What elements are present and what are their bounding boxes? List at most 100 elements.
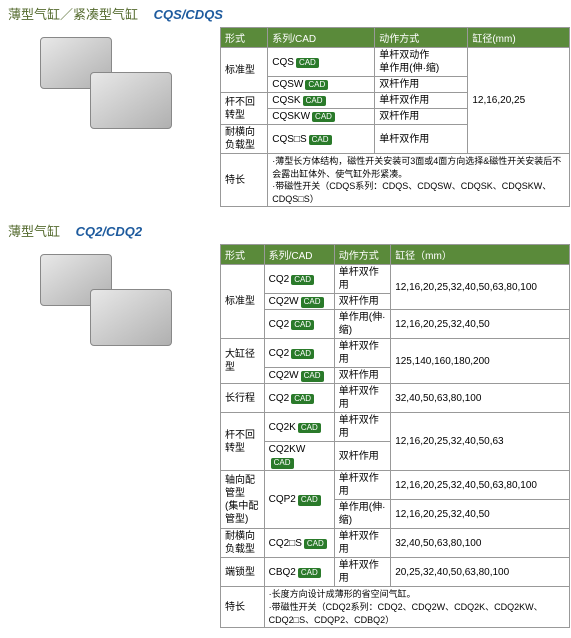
title-bar: 薄型气缸 CQ2/CDQ2 <box>0 217 571 244</box>
cad-badge[interactable]: CAD <box>291 349 314 359</box>
th-action: 动作方式 <box>375 28 468 48</box>
cell-bore: 12,16,20,25,32,40,50,63 <box>391 413 570 471</box>
cell-series: CQP2CAD <box>264 471 334 529</box>
cad-badge[interactable]: CAD <box>301 371 324 381</box>
cell-bore: 12,16,20,25,32,40,50,63,80,100 <box>391 471 570 500</box>
cell-action: 双杆作用 <box>334 294 390 310</box>
table-row: 端锁型 CBQ2CAD 单杆双作用 20,25,32,40,50,63,80,1… <box>221 558 570 587</box>
cell-series: CQ2KW CAD <box>264 442 334 471</box>
series-link[interactable]: CQ2 <box>269 274 290 285</box>
cad-badge[interactable]: CAD <box>309 135 332 145</box>
title-bar: 薄型气缸／紧凑型气缸 CQS/CDQS <box>0 0 571 27</box>
cad-badge[interactable]: CAD <box>303 96 326 106</box>
cell-type: 端锁型 <box>221 558 265 587</box>
cad-badge[interactable]: CAD <box>301 297 324 307</box>
feature-label: 特长 <box>221 154 268 207</box>
feature-row: 特长 ·长度方向设计成薄形的省空间气缸。 ·带磁性开关（CDQ2系列：CDQ2、… <box>221 587 570 628</box>
cell-type: 杆不回转型 <box>221 93 268 125</box>
product-image-cq2 <box>0 244 220 424</box>
series-link[interactable]: CQ2W <box>269 296 299 307</box>
cell-series: CQSWCAD <box>268 77 375 93</box>
series-link[interactable]: CQ2 <box>269 348 290 359</box>
th-action: 动作方式 <box>334 245 390 265</box>
cad-badge[interactable]: CAD <box>298 568 321 578</box>
series-link[interactable]: CQ2 <box>269 393 290 404</box>
cell-series: CQ2WCAD <box>264 368 334 384</box>
cad-badge[interactable]: CAD <box>291 275 314 285</box>
product-image-cqs <box>0 27 220 147</box>
cell-bore: 12,16,20,25 <box>468 48 570 154</box>
th-series: 系列/CAD <box>264 245 334 265</box>
spec-table-cqs: 形式 系列/CAD 动作方式 缸径(mm) 标准型 CQSCAD 单杆双动作 单… <box>220 27 570 207</box>
series-link[interactable]: CQS <box>272 57 294 68</box>
cell-series: CQ2CAD <box>264 310 334 339</box>
cell-action: 单杆双作用 <box>334 558 390 587</box>
cell-bore: 125,140,160,180,200 <box>391 339 570 384</box>
cell-series: CQ2CAD <box>264 265 334 294</box>
cell-bore: 12,16,20,25,32,40,50 <box>391 500 570 529</box>
cad-badge[interactable]: CAD <box>291 320 314 330</box>
cell-series: CQSKCAD <box>268 93 375 109</box>
cell-action: 双杆作用 <box>375 109 468 125</box>
cell-bore: 32,40,50,63,80,100 <box>391 529 570 558</box>
cell-action: 双杆作用 <box>334 368 390 384</box>
cell-type: 耐横向负载型 <box>221 529 265 558</box>
cad-badge[interactable]: CAD <box>298 495 321 505</box>
cad-badge[interactable]: CAD <box>298 423 321 433</box>
cell-action: 单作用(伸·缩) <box>334 310 390 339</box>
th-type: 形式 <box>221 28 268 48</box>
cad-badge[interactable]: CAD <box>312 112 335 122</box>
series-link[interactable]: CQP2 <box>269 494 296 505</box>
cell-series: CQ2CAD <box>264 339 334 368</box>
th-bore: 缸径(mm) <box>468 28 570 48</box>
title-cn: 薄型气缸／紧凑型气缸 <box>8 7 138 22</box>
cell-series: CBQ2CAD <box>264 558 334 587</box>
series-link[interactable]: CQ2 <box>269 319 290 330</box>
cell-type: 标准型 <box>221 265 265 339</box>
cell-bore: 20,25,32,40,50,63,80,100 <box>391 558 570 587</box>
feature-text: ·长度方向设计成薄形的省空间气缸。 ·带磁性开关（CDQ2系列：CDQ2、CDQ… <box>264 587 569 628</box>
title-model: CQ2/CDQ2 <box>76 224 142 239</box>
cell-action: 单杆双作用 <box>334 265 390 294</box>
cell-series: CQ2CAD <box>264 384 334 413</box>
series-link[interactable]: CQ2KW <box>269 444 306 455</box>
cell-series: CQSKWCAD <box>268 109 375 125</box>
th-bore: 缸径（mm） <box>391 245 570 265</box>
series-link[interactable]: CQSKW <box>272 111 310 122</box>
th-series: 系列/CAD <box>268 28 375 48</box>
series-link[interactable]: CQ2K <box>269 422 296 433</box>
cell-type: 长行程 <box>221 384 265 413</box>
cell-action: 单杆双动作 单作用(伸·缩) <box>375 48 468 77</box>
cell-type: 标准型 <box>221 48 268 93</box>
cad-badge[interactable]: CAD <box>305 80 328 90</box>
cell-action: 单作用(伸·缩) <box>334 500 390 529</box>
cell-series: CQ2□SCAD <box>264 529 334 558</box>
cell-type: 大缸径型 <box>221 339 265 384</box>
series-link[interactable]: CQSW <box>272 79 303 90</box>
cad-badge[interactable]: CAD <box>291 394 314 404</box>
cell-action: 单杆双作用 <box>334 339 390 368</box>
series-link[interactable]: CQSK <box>272 95 300 106</box>
title-model: CQS/CDQS <box>154 7 223 22</box>
feature-label: 特长 <box>221 587 265 628</box>
cell-action: 双杆作用 <box>334 442 390 471</box>
cell-bore: 12,16,20,25,32,40,50 <box>391 310 570 339</box>
series-link[interactable]: CQ2□S <box>269 538 302 549</box>
cell-action: 单杆双作用 <box>334 413 390 442</box>
table-row: 大缸径型 CQ2CAD 单杆双作用 125,140,160,180,200 <box>221 339 570 368</box>
spec-table-cq2: 形式 系列/CAD 动作方式 缸径（mm） 标准型 CQ2CAD 单杆双作用 1… <box>220 244 570 628</box>
series-link[interactable]: CBQ2 <box>269 567 296 578</box>
table-row: 标准型 CQ2CAD 单杆双作用 12,16,20,25,32,40,50,63… <box>221 265 570 294</box>
cad-badge[interactable]: CAD <box>271 458 294 468</box>
cell-action: 单杆双作用 <box>334 529 390 558</box>
cell-action: 单杆双作用 <box>334 471 390 500</box>
cell-type: 杆不回转型 <box>221 413 265 471</box>
table-row: 杆不回转型 CQ2KCAD 单杆双作用 12,16,20,25,32,40,50… <box>221 413 570 442</box>
section-cqs: 薄型气缸／紧凑型气缸 CQS/CDQS 形式 系列/CAD 动作方式 缸径(mm… <box>0 0 571 207</box>
cell-action: 单杆双作用 <box>375 125 468 154</box>
cell-action: 单杆双作用 <box>375 93 468 109</box>
cell-type: 轴向配管型 (集中配管型) <box>221 471 265 529</box>
series-link[interactable]: CQ2W <box>269 370 299 381</box>
cad-badge[interactable]: CAD <box>296 58 319 68</box>
series-link[interactable]: CQS□S <box>272 134 306 145</box>
